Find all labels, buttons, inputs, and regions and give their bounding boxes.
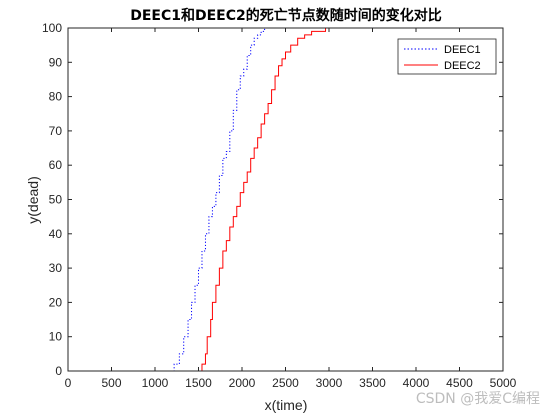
legend-box	[397, 38, 497, 75]
series-line-deec2	[68, 27, 503, 372]
y-tick-label: 80	[49, 90, 63, 104]
x-tick-label: 5000	[490, 376, 517, 390]
x-tick-label: 2500	[272, 376, 299, 390]
y-tick-label: 30	[49, 261, 63, 275]
legend-label-deec2: DEEC2	[444, 60, 481, 72]
y-tick-label: 20	[49, 295, 63, 309]
x-tick-label: 500	[101, 376, 121, 390]
y-tick-label: 40	[49, 227, 63, 241]
y-tick-label: 50	[49, 193, 63, 207]
x-axis-label: x(time)	[265, 397, 308, 413]
x-tick-label: 3000	[316, 376, 343, 390]
legend: DEEC1 DEEC2	[397, 38, 497, 75]
x-tick-label: 4000	[403, 376, 430, 390]
x-tick-label: 2000	[229, 376, 256, 390]
x-tick-label: 1000	[142, 376, 169, 390]
plot-area	[68, 28, 503, 371]
x-tick-label: 0	[65, 376, 72, 390]
tick-layer: 0 500 1000 1500 2000 2500 3000 3500 4000 4500 5000…	[42, 21, 517, 390]
x-tick-label: 1500	[185, 376, 212, 390]
y-axis-label: y(dead)	[25, 176, 41, 223]
x-tick-label: 4500	[446, 376, 473, 390]
y-tick-label: 0	[55, 364, 62, 378]
y-tick-label: 70	[49, 124, 63, 138]
watermark: CSDN @我爱C编程	[415, 391, 540, 407]
x-tick-label: 3500	[359, 376, 386, 390]
y-tick-label: 10	[49, 330, 63, 344]
y-tick-label: 60	[49, 158, 63, 172]
y-tick-label: 90	[49, 55, 63, 69]
series-layer	[68, 27, 503, 372]
chart-title: DEEC1和DEEC2的死亡节点数随时间的变化对比	[130, 7, 442, 24]
y-tick-label: 100	[42, 21, 62, 35]
legend-label-deec1: DEEC1	[444, 44, 481, 56]
